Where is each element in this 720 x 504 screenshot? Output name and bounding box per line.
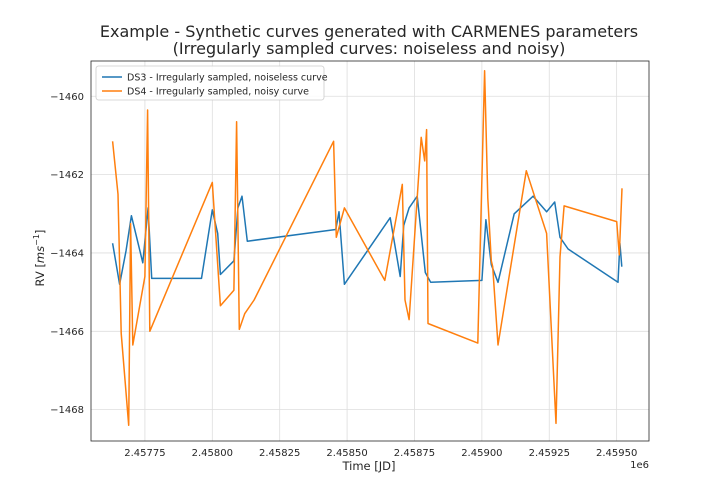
y-tick-labels: −1468 −1466 −1464 −1462 −1460 xyxy=(50,92,84,416)
x-tick-label: 2.45850 xyxy=(326,448,367,459)
x-tick-label: 2.45925 xyxy=(529,448,570,459)
legend-label-2: DS4 - Irregularly sampled, noisy curve xyxy=(127,87,309,98)
chart-title: Example - Synthetic curves generated wit… xyxy=(100,22,638,41)
y-axis-label: RV [ms−1] xyxy=(32,230,47,287)
legend-box xyxy=(95,65,325,101)
chart-subtitle: (Irregularly sampled curves: noiseless a… xyxy=(173,39,566,58)
y-axis-label-main: RV [ xyxy=(33,263,47,286)
y-tick-label: −1464 xyxy=(50,248,84,259)
y-axis-label-math: ms xyxy=(33,246,47,263)
legend: DS3 - Irregularly sampled, noiseless cur… xyxy=(95,65,328,101)
y-axis-label-close: ] xyxy=(33,230,47,235)
y-axis-label-sup: −1 xyxy=(32,234,41,246)
x-tick-label: 2.45775 xyxy=(124,448,165,459)
legend-label-1: DS3 - Irregularly sampled, noiseless cur… xyxy=(127,73,328,84)
plot-frame xyxy=(90,60,650,442)
x-tick-label: 2.45950 xyxy=(596,448,637,459)
x-tick-label: 2.45875 xyxy=(394,448,435,459)
x-tick-label: 2.45800 xyxy=(192,448,233,459)
x-tick-label: 2.45900 xyxy=(461,448,502,459)
x-offset-label: 1e6 xyxy=(630,460,649,471)
y-tick-label: −1462 xyxy=(50,170,84,181)
y-tick-label: −1460 xyxy=(50,92,84,103)
y-tick-label: −1468 xyxy=(50,405,84,416)
series-line-2 xyxy=(111,70,623,427)
x-tick-labels: 2.45775 2.45800 2.45825 2.45850 2.45875 2.459… xyxy=(124,448,637,459)
y-tick-label: −1466 xyxy=(50,327,84,338)
series-line-1 xyxy=(111,195,623,286)
x-tick-label: 2.45825 xyxy=(259,448,300,459)
x-axis-label: Time [JD] xyxy=(341,459,395,473)
series-layer xyxy=(111,70,623,427)
